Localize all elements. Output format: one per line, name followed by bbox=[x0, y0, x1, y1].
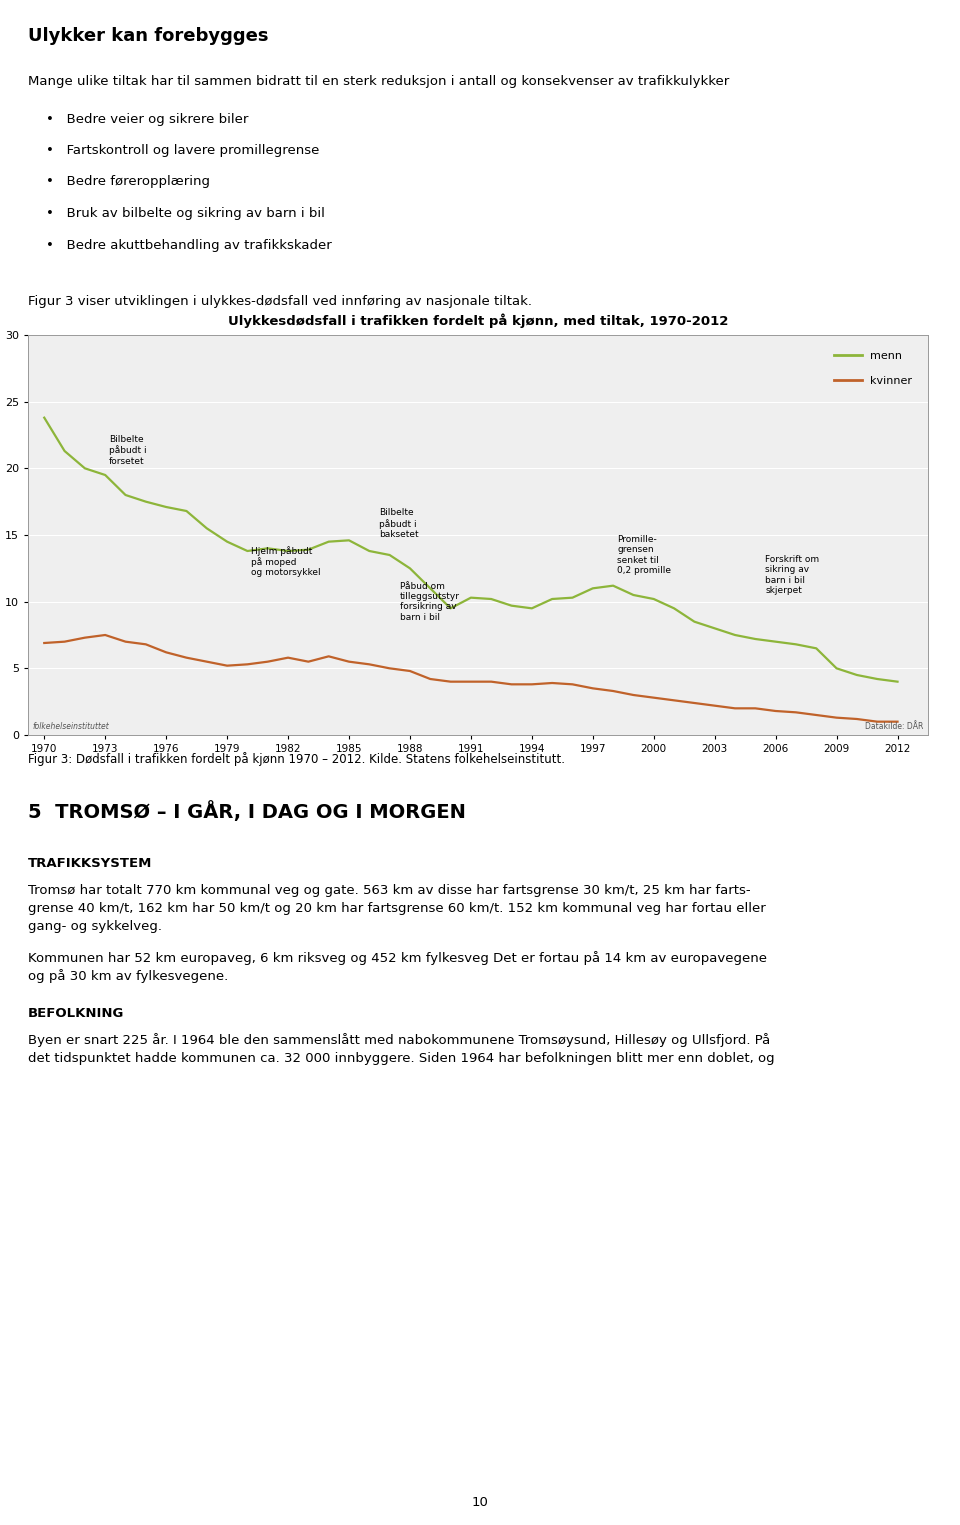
Text: 10: 10 bbox=[471, 1496, 489, 1508]
Text: Figur 3: Dødsfall i trafikken fordelt på kjønn 1970 – 2012. Kilde. Statens folke: Figur 3: Dødsfall i trafikken fordelt på… bbox=[28, 752, 565, 766]
Text: Mange ulike tiltak har til sammen bidratt til en sterk reduksjon i antall og kon: Mange ulike tiltak har til sammen bidrat… bbox=[28, 75, 730, 88]
Text: •   Bedre veier og sikrere biler: • Bedre veier og sikrere biler bbox=[46, 113, 249, 125]
Text: Kommunen har 52 km europaveg, 6 km riksveg og 452 km fylkesveg Det er fortau på : Kommunen har 52 km europaveg, 6 km riksv… bbox=[28, 952, 767, 965]
Text: Ulykker kan forebygges: Ulykker kan forebygges bbox=[28, 27, 269, 46]
Text: folkehelseinstituttet: folkehelseinstituttet bbox=[33, 721, 109, 730]
Text: •   Bedre føreropplæring: • Bedre føreropplæring bbox=[46, 175, 210, 189]
Text: Påbud om
tilleggsutstyr
forsikring av
barn i bil: Påbud om tilleggsutstyr forsikring av ba… bbox=[399, 581, 460, 622]
Text: •   Fartskontroll og lavere promillegrense: • Fartskontroll og lavere promillegrense bbox=[46, 143, 320, 157]
Text: Byen er snart 225 år. I 1964 ble den sammenslått med nabokommunene Tromsøysund, : Byen er snart 225 år. I 1964 ble den sam… bbox=[28, 1034, 770, 1048]
Text: Forskrift om
sikring av
barn i bil
skjerpet: Forskrift om sikring av barn i bil skjer… bbox=[765, 555, 820, 595]
Text: 5  TROMSØ – I GÅR, I DAG OG I MORGEN: 5 TROMSØ – I GÅR, I DAG OG I MORGEN bbox=[28, 802, 466, 822]
Text: Bilbelte
påbudt i
forsetet: Bilbelte påbudt i forsetet bbox=[109, 435, 147, 465]
Text: Figur 3 viser utviklingen i ulykkes-dødsfall ved innføring av nasjonale tiltak.: Figur 3 viser utviklingen i ulykkes-døds… bbox=[28, 296, 532, 308]
Text: •   Bedre akuttbehandling av trafikkskader: • Bedre akuttbehandling av trafikkskader bbox=[46, 238, 332, 252]
Text: Datakilde: DÅR: Datakilde: DÅR bbox=[865, 721, 924, 730]
Text: Tromsø har totalt 770 km kommunal veg og gate. 563 km av disse har fartsgrense 3: Tromsø har totalt 770 km kommunal veg og… bbox=[28, 884, 751, 897]
Text: grense 40 km/t, 162 km har 50 km/t og 20 km har fartsgrense 60 km/t. 152 km komm: grense 40 km/t, 162 km har 50 km/t og 20… bbox=[28, 903, 766, 915]
Text: BEFOLKNING: BEFOLKNING bbox=[28, 1006, 125, 1020]
Text: TRAFIKKSYSTEM: TRAFIKKSYSTEM bbox=[28, 857, 153, 871]
Text: Hjelm påbudt
på moped
og motorsykkel: Hjelm påbudt på moped og motorsykkel bbox=[252, 546, 321, 578]
Title: Ulykkesdødsfall i trafikken fordelt på kjønn, med tiltak, 1970-2012: Ulykkesdødsfall i trafikken fordelt på k… bbox=[228, 314, 729, 328]
Text: Bilbelte
påbudt i
baksetet: Bilbelte påbudt i baksetet bbox=[379, 508, 420, 540]
Legend: menn, kvinner: menn, kvinner bbox=[829, 346, 917, 390]
Text: •   Bruk av bilbelte og sikring av barn i bil: • Bruk av bilbelte og sikring av barn i … bbox=[46, 207, 324, 220]
Text: gang- og sykkelveg.: gang- og sykkelveg. bbox=[28, 920, 162, 933]
Text: det tidspunktet hadde kommunen ca. 32 000 innbyggere. Siden 1964 har befolkninge: det tidspunktet hadde kommunen ca. 32 00… bbox=[28, 1052, 775, 1064]
Text: og på 30 km av fylkesvegene.: og på 30 km av fylkesvegene. bbox=[28, 970, 228, 984]
Text: Promille-
grensen
senket til
0,2 promille: Promille- grensen senket til 0,2 promill… bbox=[617, 535, 671, 575]
